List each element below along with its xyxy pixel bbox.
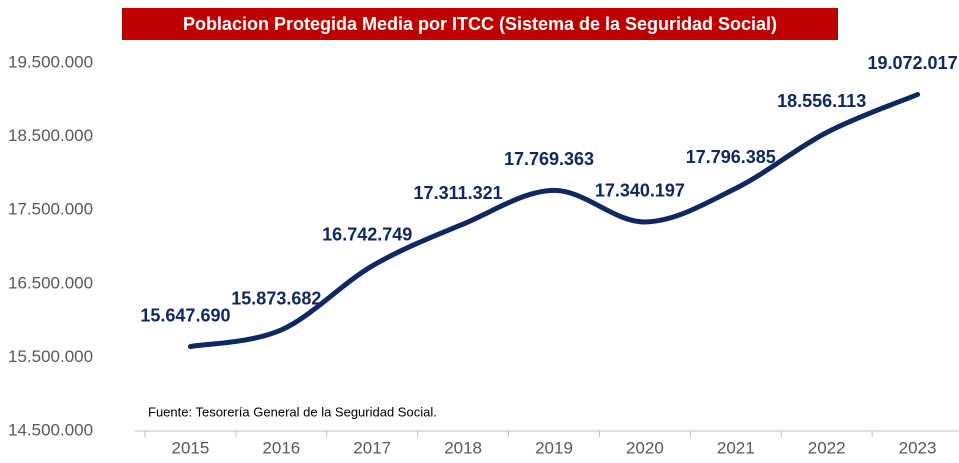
- y-tick-label: 14.500.000: [8, 420, 93, 439]
- title-box: [122, 8, 838, 40]
- data-label: 17.796.385: [686, 147, 776, 167]
- x-tick-label: 2015: [172, 438, 210, 457]
- x-tick-label: 2023: [899, 438, 937, 457]
- source-note: Fuente: Tesorería General de la Segurida…: [148, 404, 437, 419]
- line: [187, 91, 921, 350]
- data-label: 18.556.113: [777, 91, 866, 111]
- x-tick-label: 2021: [717, 438, 755, 457]
- x-tick-label: 2017: [353, 438, 391, 457]
- x-tick-label: 2020: [626, 438, 664, 457]
- data-label: 17.769.363: [504, 149, 594, 169]
- data-label: 17.311.321: [414, 183, 503, 203]
- x-tick-label: 2016: [262, 438, 300, 457]
- data-label: 16.742.749: [322, 225, 412, 245]
- data-label: 15.873.682: [231, 289, 321, 309]
- y-tick-label: 15.500.000: [8, 347, 93, 366]
- x-tick-label: 2019: [535, 438, 573, 457]
- y-tick-label: 19.500.000: [8, 52, 93, 71]
- chart-title: Poblacion Protegida Media por ITCC (Sist…: [183, 14, 777, 34]
- data-label: 19.072.017: [868, 53, 958, 73]
- x-tick-label: 2022: [808, 438, 846, 457]
- data-label: 17.340.197: [595, 181, 685, 201]
- y-tick-label: 16.500.000: [8, 273, 93, 292]
- y-tick-label: 17.500.000: [8, 200, 93, 219]
- x-tick-label: 2018: [444, 438, 482, 457]
- data-label: 15.647.690: [140, 305, 230, 325]
- y-tick-label: 18.500.000: [8, 126, 93, 145]
